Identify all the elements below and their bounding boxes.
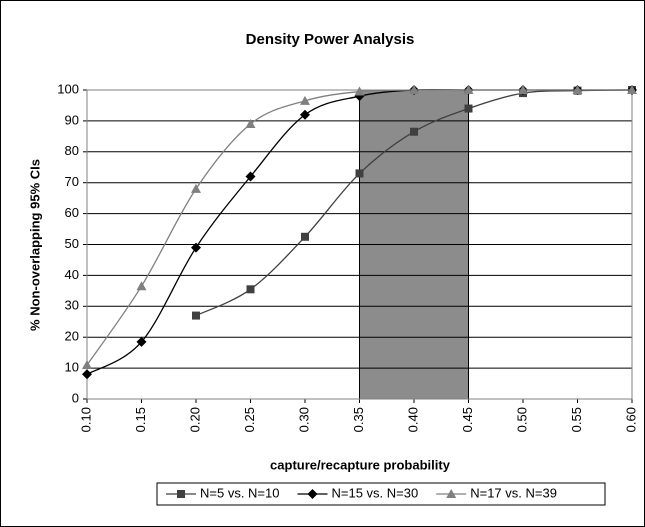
- marker-square: [355, 169, 364, 178]
- x-axis-label: capture/recapture probability: [270, 457, 451, 472]
- marker-square: [192, 311, 200, 320]
- marker-triangle: [409, 85, 419, 94]
- marker-triangle: [191, 183, 201, 193]
- marker-triangle: [82, 360, 92, 370]
- y-tick-label: 30: [65, 298, 79, 313]
- legend-label: N=5 vs. N=10: [200, 485, 280, 500]
- marker-square: [464, 104, 473, 113]
- marker-triangle: [518, 85, 528, 94]
- y-tick-label: 80: [65, 143, 79, 158]
- y-tick-label: 70: [65, 174, 79, 189]
- y-tick-label: 40: [65, 267, 79, 282]
- marker-diamond: [136, 336, 147, 347]
- marker-square: [410, 127, 418, 136]
- marker-diamond: [300, 109, 310, 120]
- marker-square: [177, 490, 185, 498]
- x-tick-label: 0.50: [514, 407, 529, 432]
- x-tick-label: 0.20: [187, 407, 202, 432]
- y-tick-label: 100: [57, 81, 79, 96]
- x-tick-label: 0.45: [460, 407, 475, 432]
- marker-triangle: [245, 118, 256, 128]
- x-tick-label: 0.35: [351, 407, 366, 432]
- marker-triangle: [136, 281, 147, 291]
- marker-diamond: [191, 242, 201, 253]
- y-tick-label: 50: [65, 236, 79, 251]
- x-tick-label: 0.30: [296, 407, 311, 432]
- y-tick-label: 20: [65, 329, 79, 344]
- series-line: [86, 89, 632, 366]
- x-tick-label: 0.15: [133, 407, 148, 432]
- x-tick-label: 0.10: [78, 407, 93, 432]
- marker-triangle: [446, 489, 457, 498]
- legend-box: [156, 482, 606, 506]
- marker-triangle: [300, 95, 310, 105]
- series-line: [195, 89, 633, 317]
- x-tick-label: 0.40: [405, 407, 420, 432]
- x-tick-label: 0.60: [623, 407, 638, 432]
- marker-diamond: [307, 489, 318, 499]
- marker-triangle: [572, 85, 583, 94]
- x-tick-label: 0.55: [569, 407, 584, 432]
- legend-label: N=15 vs. N=30: [332, 485, 419, 500]
- marker-triangle: [354, 86, 365, 96]
- y-tick-label: 90: [65, 112, 79, 127]
- y-axis-label: % Non-overlapping 95% CIs: [27, 159, 42, 331]
- marker-square: [246, 285, 255, 294]
- legend-label: N=17 vs. N=39: [470, 485, 557, 500]
- chart-title: Density Power Analysis: [246, 31, 415, 48]
- marker-triangle: [463, 85, 474, 94]
- y-tick-label: 0: [72, 390, 79, 405]
- marker-diamond: [82, 369, 92, 380]
- marker-square: [301, 232, 309, 241]
- marker-triangle: [627, 85, 637, 94]
- y-tick-label: 10: [65, 360, 79, 375]
- y-tick-label: 60: [65, 205, 79, 220]
- marker-diamond: [245, 171, 256, 182]
- x-tick-label: 0.25: [242, 407, 257, 432]
